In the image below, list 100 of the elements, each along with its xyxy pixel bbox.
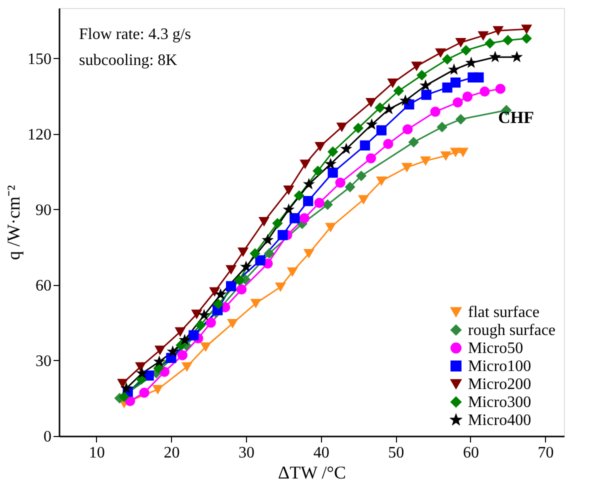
point bbox=[154, 346, 166, 355]
point bbox=[435, 48, 446, 58]
point bbox=[394, 86, 404, 96]
point bbox=[440, 151, 451, 160]
point bbox=[512, 52, 522, 62]
point bbox=[188, 330, 199, 340]
point bbox=[420, 80, 430, 90]
point bbox=[366, 119, 377, 129]
point bbox=[284, 186, 294, 194]
point bbox=[344, 182, 356, 192]
x-axis-title: ΔTW /°C bbox=[278, 462, 346, 482]
point bbox=[284, 204, 294, 214]
point bbox=[255, 255, 266, 266]
point bbox=[420, 156, 431, 166]
point bbox=[490, 52, 500, 62]
point bbox=[466, 58, 476, 68]
point bbox=[484, 38, 496, 48]
point bbox=[462, 92, 473, 102]
point bbox=[250, 298, 261, 308]
point bbox=[234, 275, 244, 286]
point bbox=[119, 392, 130, 402]
point bbox=[328, 168, 338, 178]
y-axis-title: q /W·cm⁻² bbox=[4, 185, 24, 260]
x-tick-label: 40 bbox=[313, 444, 330, 462]
point bbox=[192, 310, 202, 319]
point bbox=[456, 114, 466, 124]
point bbox=[450, 148, 461, 157]
point bbox=[480, 86, 490, 97]
y-tick-label: 120 bbox=[28, 126, 52, 144]
point bbox=[182, 362, 192, 372]
point bbox=[493, 26, 504, 36]
point bbox=[388, 78, 398, 88]
point bbox=[449, 64, 459, 74]
point bbox=[314, 198, 324, 208]
point bbox=[177, 350, 188, 360]
point bbox=[312, 166, 323, 176]
point bbox=[358, 195, 369, 204]
legend-label: Micro50 bbox=[468, 340, 524, 357]
legend-label: Micro400 bbox=[468, 412, 532, 429]
point bbox=[402, 124, 413, 134]
point bbox=[200, 342, 211, 352]
point bbox=[236, 284, 247, 295]
point bbox=[294, 190, 304, 201]
point bbox=[502, 35, 513, 46]
point bbox=[522, 33, 532, 44]
x-tick-label: 60 bbox=[462, 444, 479, 462]
point bbox=[478, 31, 488, 40]
legend-label: Micro100 bbox=[468, 358, 532, 375]
point bbox=[328, 146, 338, 157]
point bbox=[135, 362, 146, 372]
point bbox=[210, 287, 220, 296]
point bbox=[402, 162, 412, 172]
point bbox=[118, 378, 128, 388]
point bbox=[522, 24, 532, 34]
x-tick-label: 30 bbox=[238, 444, 255, 462]
point bbox=[137, 368, 147, 378]
point bbox=[336, 122, 347, 132]
point bbox=[216, 289, 226, 299]
point bbox=[299, 213, 310, 224]
point bbox=[356, 170, 366, 181]
point bbox=[374, 102, 386, 113]
point bbox=[264, 248, 274, 259]
point bbox=[376, 125, 387, 136]
point bbox=[238, 247, 248, 256]
point bbox=[278, 230, 288, 240]
point bbox=[121, 383, 132, 393]
legend-label: Micro200 bbox=[468, 376, 532, 393]
annotation: Flow rate: 4.3 g/s bbox=[79, 26, 191, 43]
y-tick-label: 30 bbox=[36, 352, 52, 370]
point bbox=[326, 159, 336, 168]
point bbox=[241, 262, 251, 272]
point bbox=[287, 267, 298, 276]
point bbox=[495, 84, 506, 94]
point bbox=[304, 179, 314, 188]
point bbox=[226, 265, 236, 274]
point bbox=[366, 98, 376, 107]
x-tick-label: 20 bbox=[164, 444, 180, 462]
point bbox=[152, 384, 163, 394]
point bbox=[360, 140, 370, 151]
point bbox=[272, 218, 283, 228]
point bbox=[199, 310, 209, 320]
point bbox=[206, 318, 216, 328]
point bbox=[450, 77, 461, 88]
annotation: subcooling: 8K bbox=[79, 52, 178, 69]
x-tick-label: 70 bbox=[538, 444, 554, 462]
point bbox=[384, 104, 394, 114]
y-tick-label: 60 bbox=[36, 277, 52, 294]
point bbox=[304, 249, 314, 258]
point bbox=[213, 299, 224, 310]
point bbox=[442, 82, 452, 93]
point bbox=[452, 97, 463, 108]
point bbox=[275, 282, 286, 292]
point bbox=[400, 96, 410, 105]
y-tick-label: 0 bbox=[44, 428, 52, 446]
point bbox=[436, 122, 448, 132]
point bbox=[353, 123, 364, 134]
y-tick-label: 150 bbox=[28, 50, 52, 68]
point bbox=[442, 54, 452, 64]
point bbox=[303, 196, 314, 206]
point bbox=[258, 217, 270, 226]
